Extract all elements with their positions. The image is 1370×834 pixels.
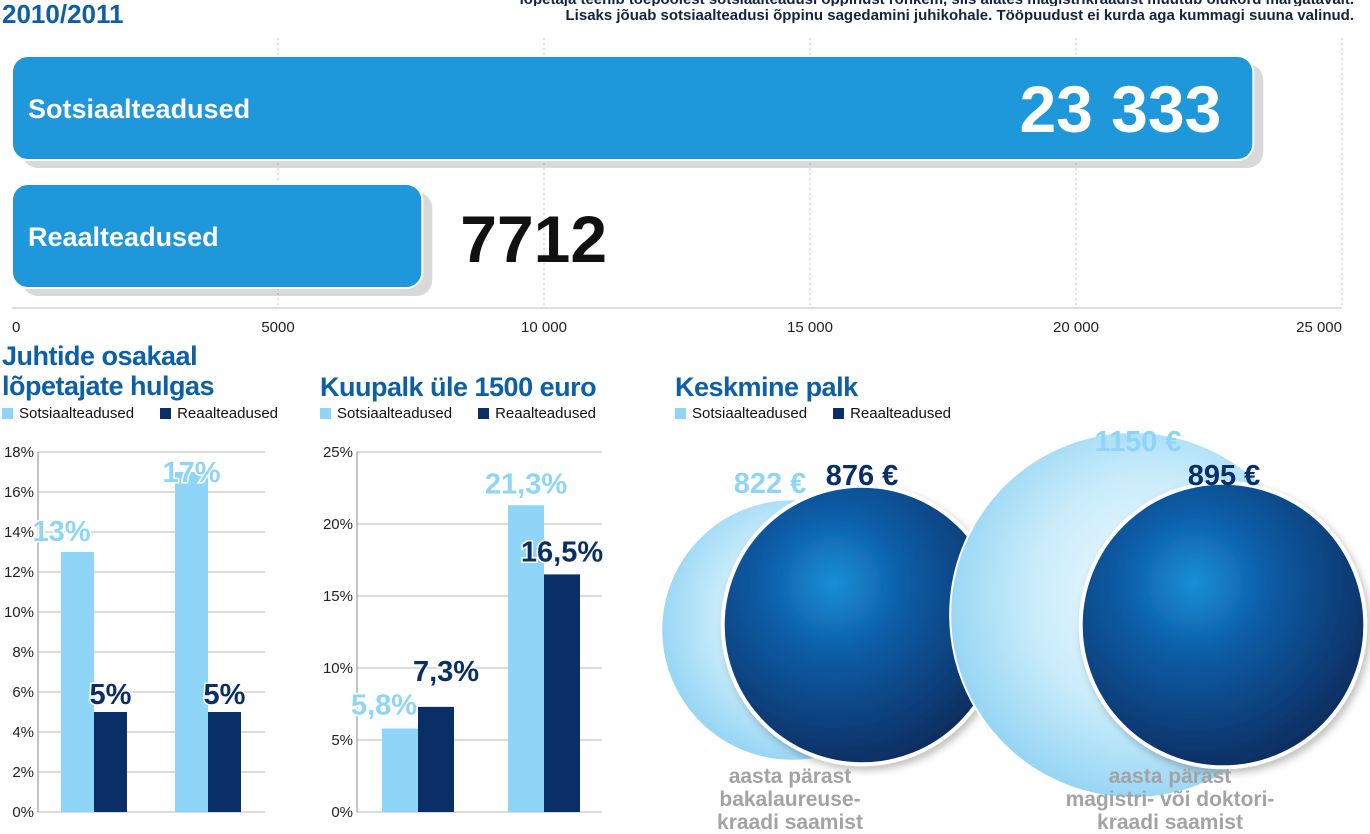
y-tick-label: 25% [323, 444, 353, 461]
bar-value-label: 5% [90, 679, 132, 711]
legend-label-social: Sotsiaalteadused [692, 405, 808, 422]
y-tick-label: 16% [4, 484, 34, 501]
bubble-social-label: 822 € [734, 468, 807, 500]
legend-swatch-social [320, 408, 331, 419]
managers-share-title-line-1: Juhtide osakaal [2, 341, 198, 371]
bar-value-label: 16,5% [521, 536, 603, 568]
managers-share-legend: Sotsiaalteadused Reaalteadused [2, 405, 278, 422]
y-tick-label: 0% [12, 804, 34, 820]
bubble-social-label: 1150 € [1094, 426, 1181, 458]
y-tick-label: 15% [323, 588, 353, 605]
intro-text: lõpetaja teenib tõepoolest sotsiaalteadu… [454, 0, 1354, 26]
bar-value-label: 5,8% [351, 689, 417, 721]
y-tick-label: 8% [12, 644, 34, 661]
caption-master-line-2: magistri- või doktori- [1065, 788, 1275, 811]
salary-over-1500-title: Kuupalk üle 1500 euro [320, 372, 597, 402]
y-tick-label: 10% [4, 604, 34, 621]
bar [11, 183, 424, 289]
bar [418, 706, 454, 812]
caption-bachelor-line-3: kraadi saamist [717, 811, 863, 834]
bar-value-label: 7,3% [413, 656, 479, 688]
legend-label-social: Sotsiaalteadused [19, 405, 135, 422]
x-tick-label: 5000 [261, 319, 294, 336]
bar [61, 552, 94, 812]
managers-share-chart: 0% 2% 4% 6% 8% 10% 12% 14% 16% 18% 13% 17% 5% 5% [4, 444, 265, 820]
x-tick-label: 10 000 [521, 319, 567, 336]
legend-swatch-real [478, 408, 490, 419]
salary-over-1500-chart: 0% 5% 10% 15% 20% 25% 5,8% 21,3% 7,3% 16,5% [323, 444, 605, 820]
bar [11, 55, 1255, 161]
bar-value-label: 21,3% [485, 468, 567, 500]
legend-swatch-social [2, 408, 13, 419]
caption-bachelor-line-1: aasta pärast [728, 765, 852, 788]
bar [508, 505, 544, 812]
bar-category-label: Sotsiaalteadused [28, 94, 250, 124]
x-tick-label: 25 000 [1296, 319, 1342, 336]
caption-bachelor-line-2: bakalaureuse- [719, 788, 861, 811]
bar-value-label: 7712 [460, 202, 607, 276]
y-tick-label: 14% [4, 524, 34, 541]
average-salary-legend: Sotsiaalteadused Reaalteadused [675, 405, 951, 422]
legend-label-real: Reaalteadused [495, 405, 597, 422]
intro-line-2: Lisaks jõuab sotsiaalteadusi õppinu sage… [565, 7, 1354, 24]
legend-swatch-social [675, 408, 686, 419]
bar-value-label: 13% [32, 516, 90, 548]
y-tick-label: 18% [4, 444, 34, 461]
bar [544, 574, 580, 812]
year-label: 2010/2011 [2, 0, 124, 29]
managers-share-title-line-2: lõpetajate hulgas [2, 371, 215, 401]
bar [94, 712, 127, 812]
bar-value-label: 5% [204, 679, 246, 711]
legend-label-real: Reaalteadused [177, 405, 279, 422]
bubble-real-label: 895 € [1188, 460, 1261, 492]
managers-share-title: Juhtide osakaal lõpetajate hulgas [2, 341, 215, 401]
bar-value-label: 17% [162, 457, 220, 489]
bar [175, 472, 208, 812]
y-tick-label: 4% [12, 724, 34, 741]
bar [208, 712, 241, 812]
bar [382, 728, 418, 812]
bar-category-label: Reaalteadused [28, 222, 219, 252]
bubble-real [1078, 480, 1368, 770]
graduates-bar-chart: 0 5000 10 000 15 000 20 000 25 000 Sotsiaaltea… [11, 38, 1343, 336]
caption-master: aasta pärast magistri- või doktori- kraa… [1040, 765, 1300, 834]
x-tick-label: 20 000 [1053, 319, 1099, 336]
salary-over-1500-legend: Sotsiaalteadused Reaalteadused [320, 405, 596, 422]
y-tick-label: 20% [323, 516, 353, 533]
intro-line-1: lõpetaja teenib tõepoolest sotsiaalteadu… [454, 0, 1354, 6]
legend-swatch-real [833, 408, 845, 419]
caption-bachelor: aasta pärast bakalaureuse- kraadi saamis… [690, 765, 890, 834]
average-salary-chart: 822 € 876 € 1150 €895 € [660, 426, 1368, 799]
y-tick-label: 0% [331, 804, 353, 820]
y-tick-label: 10% [323, 660, 353, 677]
y-tick-label: 12% [4, 564, 34, 581]
caption-master-line-3: kraadi saamist [1097, 811, 1243, 834]
caption-master-line-1: aasta pärast [1108, 765, 1232, 788]
y-tick-label: 2% [12, 764, 34, 781]
y-tick-label: 5% [331, 732, 353, 749]
legend-swatch-real [160, 408, 172, 419]
bar-value-label: 23 333 [1019, 72, 1221, 146]
x-tick-label: 0 [12, 319, 20, 336]
bubble-real-label: 876 € [826, 460, 899, 492]
legend-label-real: Reaalteadused [850, 405, 952, 422]
legend-label-social: Sotsiaalteadused [337, 405, 453, 422]
y-tick-label: 6% [12, 684, 34, 701]
average-salary-title: Keskmine palk [675, 372, 858, 402]
x-tick-label: 15 000 [787, 319, 833, 336]
